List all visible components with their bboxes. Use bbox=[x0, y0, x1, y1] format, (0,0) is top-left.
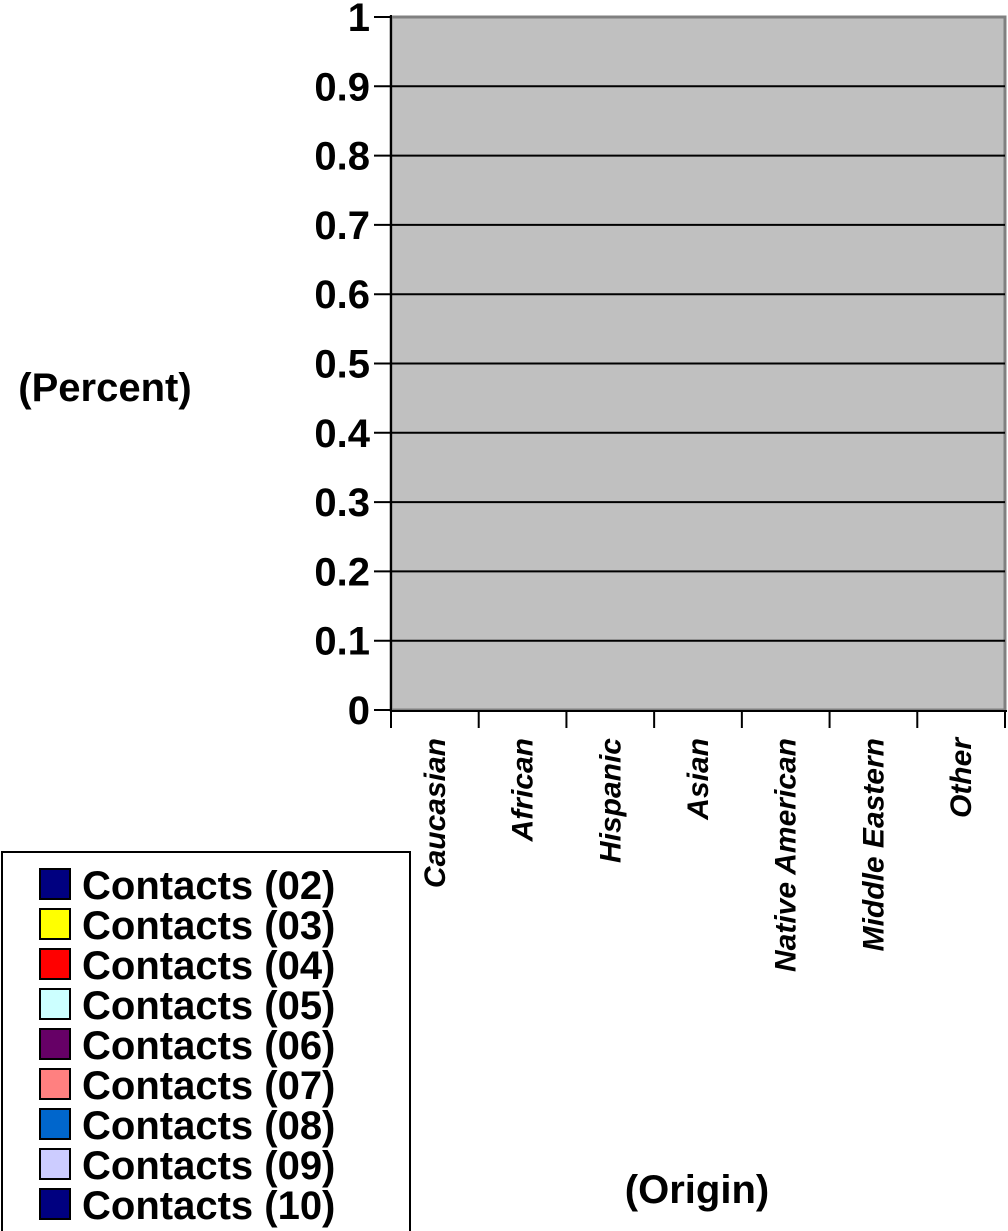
legend-label: Contacts (10) bbox=[82, 1184, 335, 1228]
legend-label: Contacts (05) bbox=[82, 984, 335, 1028]
legend-label: Contacts (04) bbox=[82, 944, 335, 988]
legend-swatch bbox=[39, 948, 71, 980]
y-tick-label: 0 bbox=[348, 689, 370, 733]
y-tick-labels: 0 0.1 0.2 0.3 0.4 0.5 0.6 0.7 0.8 0.9 1 bbox=[314, 0, 370, 733]
legend-label: Contacts (09) bbox=[82, 1144, 335, 1188]
x-tick-label: African bbox=[507, 738, 540, 842]
y-tick-label: 0.5 bbox=[314, 343, 370, 387]
x-tick-label: Middle Eastern bbox=[857, 738, 890, 951]
y-tick-label: 1 bbox=[348, 0, 370, 40]
legend-swatch bbox=[39, 1028, 71, 1060]
legend-label: Contacts (07) bbox=[82, 1064, 335, 1108]
legend-label: Contacts (08) bbox=[82, 1104, 335, 1148]
legend-swatch bbox=[39, 908, 71, 940]
x-tick-label: Hispanic bbox=[594, 738, 627, 863]
legend-label: Contacts (03) bbox=[82, 904, 335, 948]
x-tick-label: Native American bbox=[770, 738, 803, 972]
x-tick-label: Asian bbox=[682, 738, 715, 821]
legend-label: Contacts (06) bbox=[82, 1024, 335, 1068]
y-tick-label: 0.9 bbox=[314, 65, 370, 109]
legend-swatch bbox=[39, 988, 71, 1020]
y-tick-label: 0.2 bbox=[314, 550, 370, 594]
x-tick-labels: Caucasian African Hispanic Asian Native Amer… bbox=[419, 736, 978, 972]
y-tick-label: 0.7 bbox=[314, 204, 370, 248]
legend-swatch bbox=[39, 1148, 71, 1180]
legend-swatch bbox=[39, 1068, 71, 1100]
legend-swatch bbox=[39, 868, 71, 900]
gridlines bbox=[391, 85, 1005, 642]
axes bbox=[374, 15, 1007, 728]
y-tick-label: 0.1 bbox=[314, 620, 370, 664]
legend-label: Contacts (02) bbox=[82, 864, 335, 908]
y-tick-label: 0.8 bbox=[314, 135, 370, 179]
y-tick-label: 0.6 bbox=[314, 273, 370, 317]
y-tick-label: 0.3 bbox=[314, 481, 370, 525]
y-axis-title: (Percent) bbox=[18, 366, 191, 410]
legend-swatch bbox=[39, 1188, 71, 1220]
legend: Contacts (02)Contacts (03)Contacts (04)C… bbox=[1, 851, 411, 1231]
x-tick-label: Other bbox=[945, 736, 978, 818]
x-axis-title: (Origin) bbox=[625, 1168, 769, 1212]
legend-swatch bbox=[39, 1108, 71, 1140]
x-tick-label: Caucasian bbox=[419, 738, 452, 888]
y-tick-label: 0.4 bbox=[314, 412, 370, 456]
